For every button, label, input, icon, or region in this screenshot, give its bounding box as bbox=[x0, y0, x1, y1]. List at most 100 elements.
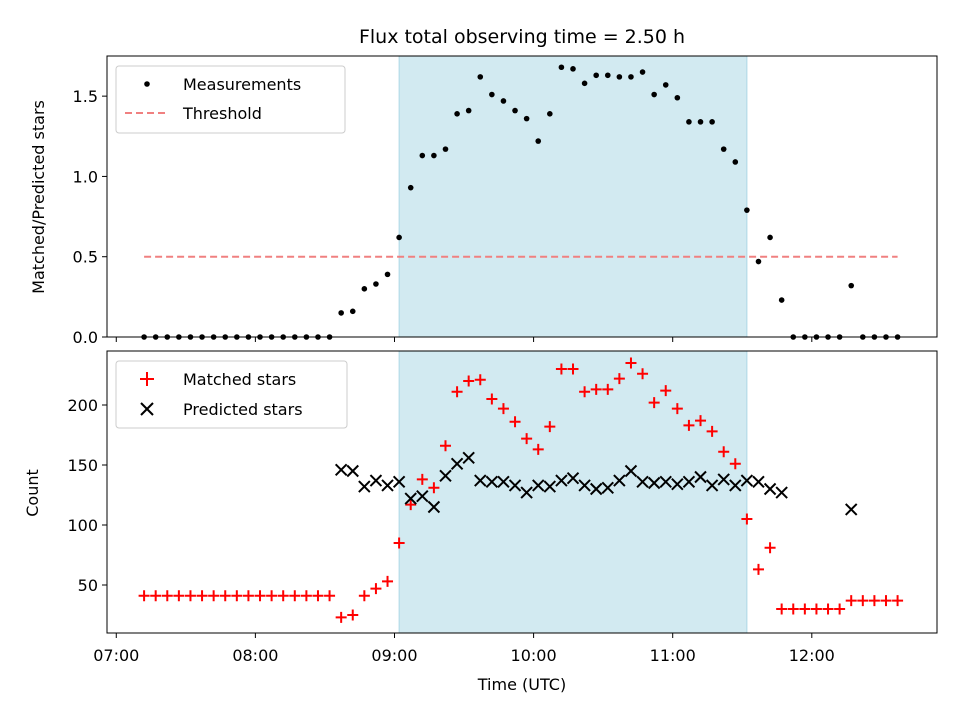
predicted-stars-point bbox=[497, 475, 510, 489]
matched-stars-point bbox=[497, 403, 509, 415]
predicted-stars-point bbox=[543, 480, 557, 493]
matched-stars-point bbox=[706, 425, 718, 437]
predicted-stars-point bbox=[474, 474, 487, 487]
matched-stars-point bbox=[868, 595, 880, 607]
bottom-y-tick-label: 200 bbox=[67, 396, 98, 415]
measurements-point bbox=[755, 258, 762, 265]
matched-stars-point bbox=[544, 421, 556, 433]
bottom-x-tick-label: 08:00 bbox=[232, 646, 278, 665]
top-y-tick-label: 1.0 bbox=[73, 167, 98, 186]
measurements-point bbox=[500, 98, 507, 104]
measurements-point bbox=[349, 308, 356, 315]
matched-stars-point bbox=[266, 590, 278, 602]
predicted-stars-point bbox=[671, 477, 684, 491]
predicted-stars-point bbox=[647, 476, 661, 490]
matched-stars-point bbox=[799, 603, 811, 615]
matched-stars-point bbox=[683, 419, 695, 431]
measurements-point bbox=[570, 66, 576, 72]
matched-stars-point bbox=[393, 537, 405, 549]
matched-stars-point bbox=[729, 458, 741, 470]
matched-stars-point bbox=[602, 383, 614, 395]
measurements-point bbox=[581, 80, 588, 87]
matched-stars-point bbox=[208, 590, 220, 602]
predicted-stars-point bbox=[520, 486, 533, 499]
matched-stars-point bbox=[880, 595, 892, 607]
matched-stars-point bbox=[463, 375, 475, 387]
top-y-axis-label: Matched/Predicted stars bbox=[29, 100, 48, 294]
matched-stars-point bbox=[567, 363, 579, 375]
measurements-point bbox=[547, 111, 553, 117]
matched-stars-point bbox=[776, 603, 788, 615]
measurements-point bbox=[442, 146, 449, 152]
measurements-point bbox=[686, 119, 692, 125]
matched-stars-point bbox=[428, 482, 440, 494]
predicted-stars-point bbox=[439, 469, 452, 483]
measurements-point bbox=[744, 207, 750, 213]
predicted-stars-point bbox=[601, 481, 614, 495]
measurements-point bbox=[767, 234, 773, 241]
top-y-tick-label: 0.0 bbox=[73, 328, 98, 347]
predicted-stars-point bbox=[694, 470, 707, 484]
matched-stars-point bbox=[625, 357, 637, 369]
top-x-ticks bbox=[115, 337, 813, 342]
bottom-series-layer bbox=[138, 357, 904, 623]
top-y-ticks: 0.0 0.5 1.0 1.5 bbox=[73, 87, 107, 347]
matched-stars-point bbox=[579, 386, 591, 398]
matched-stars-point bbox=[671, 403, 683, 415]
legend-marker-matched-stars bbox=[140, 372, 154, 386]
predicted-stars-point bbox=[589, 482, 603, 496]
bottom-legend: Matched stars Predicted stars bbox=[115, 360, 348, 429]
matched-stars-point bbox=[184, 590, 196, 602]
legend-label-measurements: Measurements bbox=[183, 75, 301, 94]
legend-label-matched-stars: Matched stars bbox=[183, 370, 296, 389]
legend-label-predicted-stars: Predicted stars bbox=[183, 400, 303, 419]
predicted-stars-point bbox=[729, 479, 742, 492]
bottom-x-tick-label: 12:00 bbox=[789, 646, 835, 665]
measurements-point bbox=[523, 115, 530, 122]
matched-stars-point bbox=[335, 611, 347, 623]
matched-stars-point bbox=[590, 383, 602, 395]
measurements-point bbox=[616, 74, 623, 80]
matched-stars-point bbox=[474, 374, 486, 386]
bottom-x-ticks: 07:00 08:00 09:00 10:00 11:00 12:00 bbox=[93, 633, 835, 665]
measurements-point bbox=[639, 69, 646, 75]
matched-stars-point bbox=[555, 363, 567, 375]
matched-stars-point bbox=[660, 385, 672, 397]
predicted-stars-point bbox=[566, 471, 580, 485]
matched-stars-point bbox=[810, 603, 822, 615]
predicted-stars-point bbox=[555, 474, 568, 487]
top-y-tick-label: 1.5 bbox=[73, 87, 98, 106]
measurements-point bbox=[407, 184, 414, 191]
bottom-legend-box bbox=[115, 360, 348, 429]
matched-stars-point bbox=[173, 590, 185, 602]
top-shaded-span bbox=[398, 56, 748, 337]
measurements-point bbox=[604, 72, 611, 79]
measurements-point bbox=[384, 271, 391, 278]
matched-stars-point bbox=[486, 393, 498, 405]
measurements-point bbox=[651, 91, 657, 98]
matched-stars-point bbox=[845, 595, 857, 607]
measurements-point bbox=[396, 234, 402, 241]
top-panel: 0.0 0.5 1.0 1.5 Matched/Predicted stars Mea… bbox=[29, 55, 938, 347]
top-legend-box bbox=[115, 65, 346, 134]
matched-stars-point bbox=[196, 590, 208, 602]
predicted-stars-point bbox=[381, 479, 394, 492]
matched-stars-point bbox=[509, 416, 521, 428]
bottom-x-tick-label: 07:00 bbox=[93, 646, 139, 665]
matched-stars-point bbox=[532, 443, 544, 455]
predicted-stars-point bbox=[416, 489, 429, 503]
matched-stars-point bbox=[150, 590, 162, 602]
measurements-point bbox=[709, 119, 715, 125]
bottom-shaded-span bbox=[398, 351, 748, 633]
matched-stars-point bbox=[822, 603, 834, 615]
bottom-y-ticks: 50 100 150 200 bbox=[67, 396, 107, 595]
bottom-y-tick-label: 150 bbox=[67, 456, 98, 475]
top-legend: Measurements Threshold bbox=[115, 65, 346, 134]
matched-stars-point bbox=[300, 590, 312, 602]
matched-stars-point bbox=[416, 473, 428, 485]
matched-stars-point bbox=[254, 590, 266, 602]
legend-label-threshold: Threshold bbox=[182, 104, 262, 123]
matched-stars-point bbox=[242, 590, 254, 602]
measurements-point bbox=[535, 138, 542, 144]
